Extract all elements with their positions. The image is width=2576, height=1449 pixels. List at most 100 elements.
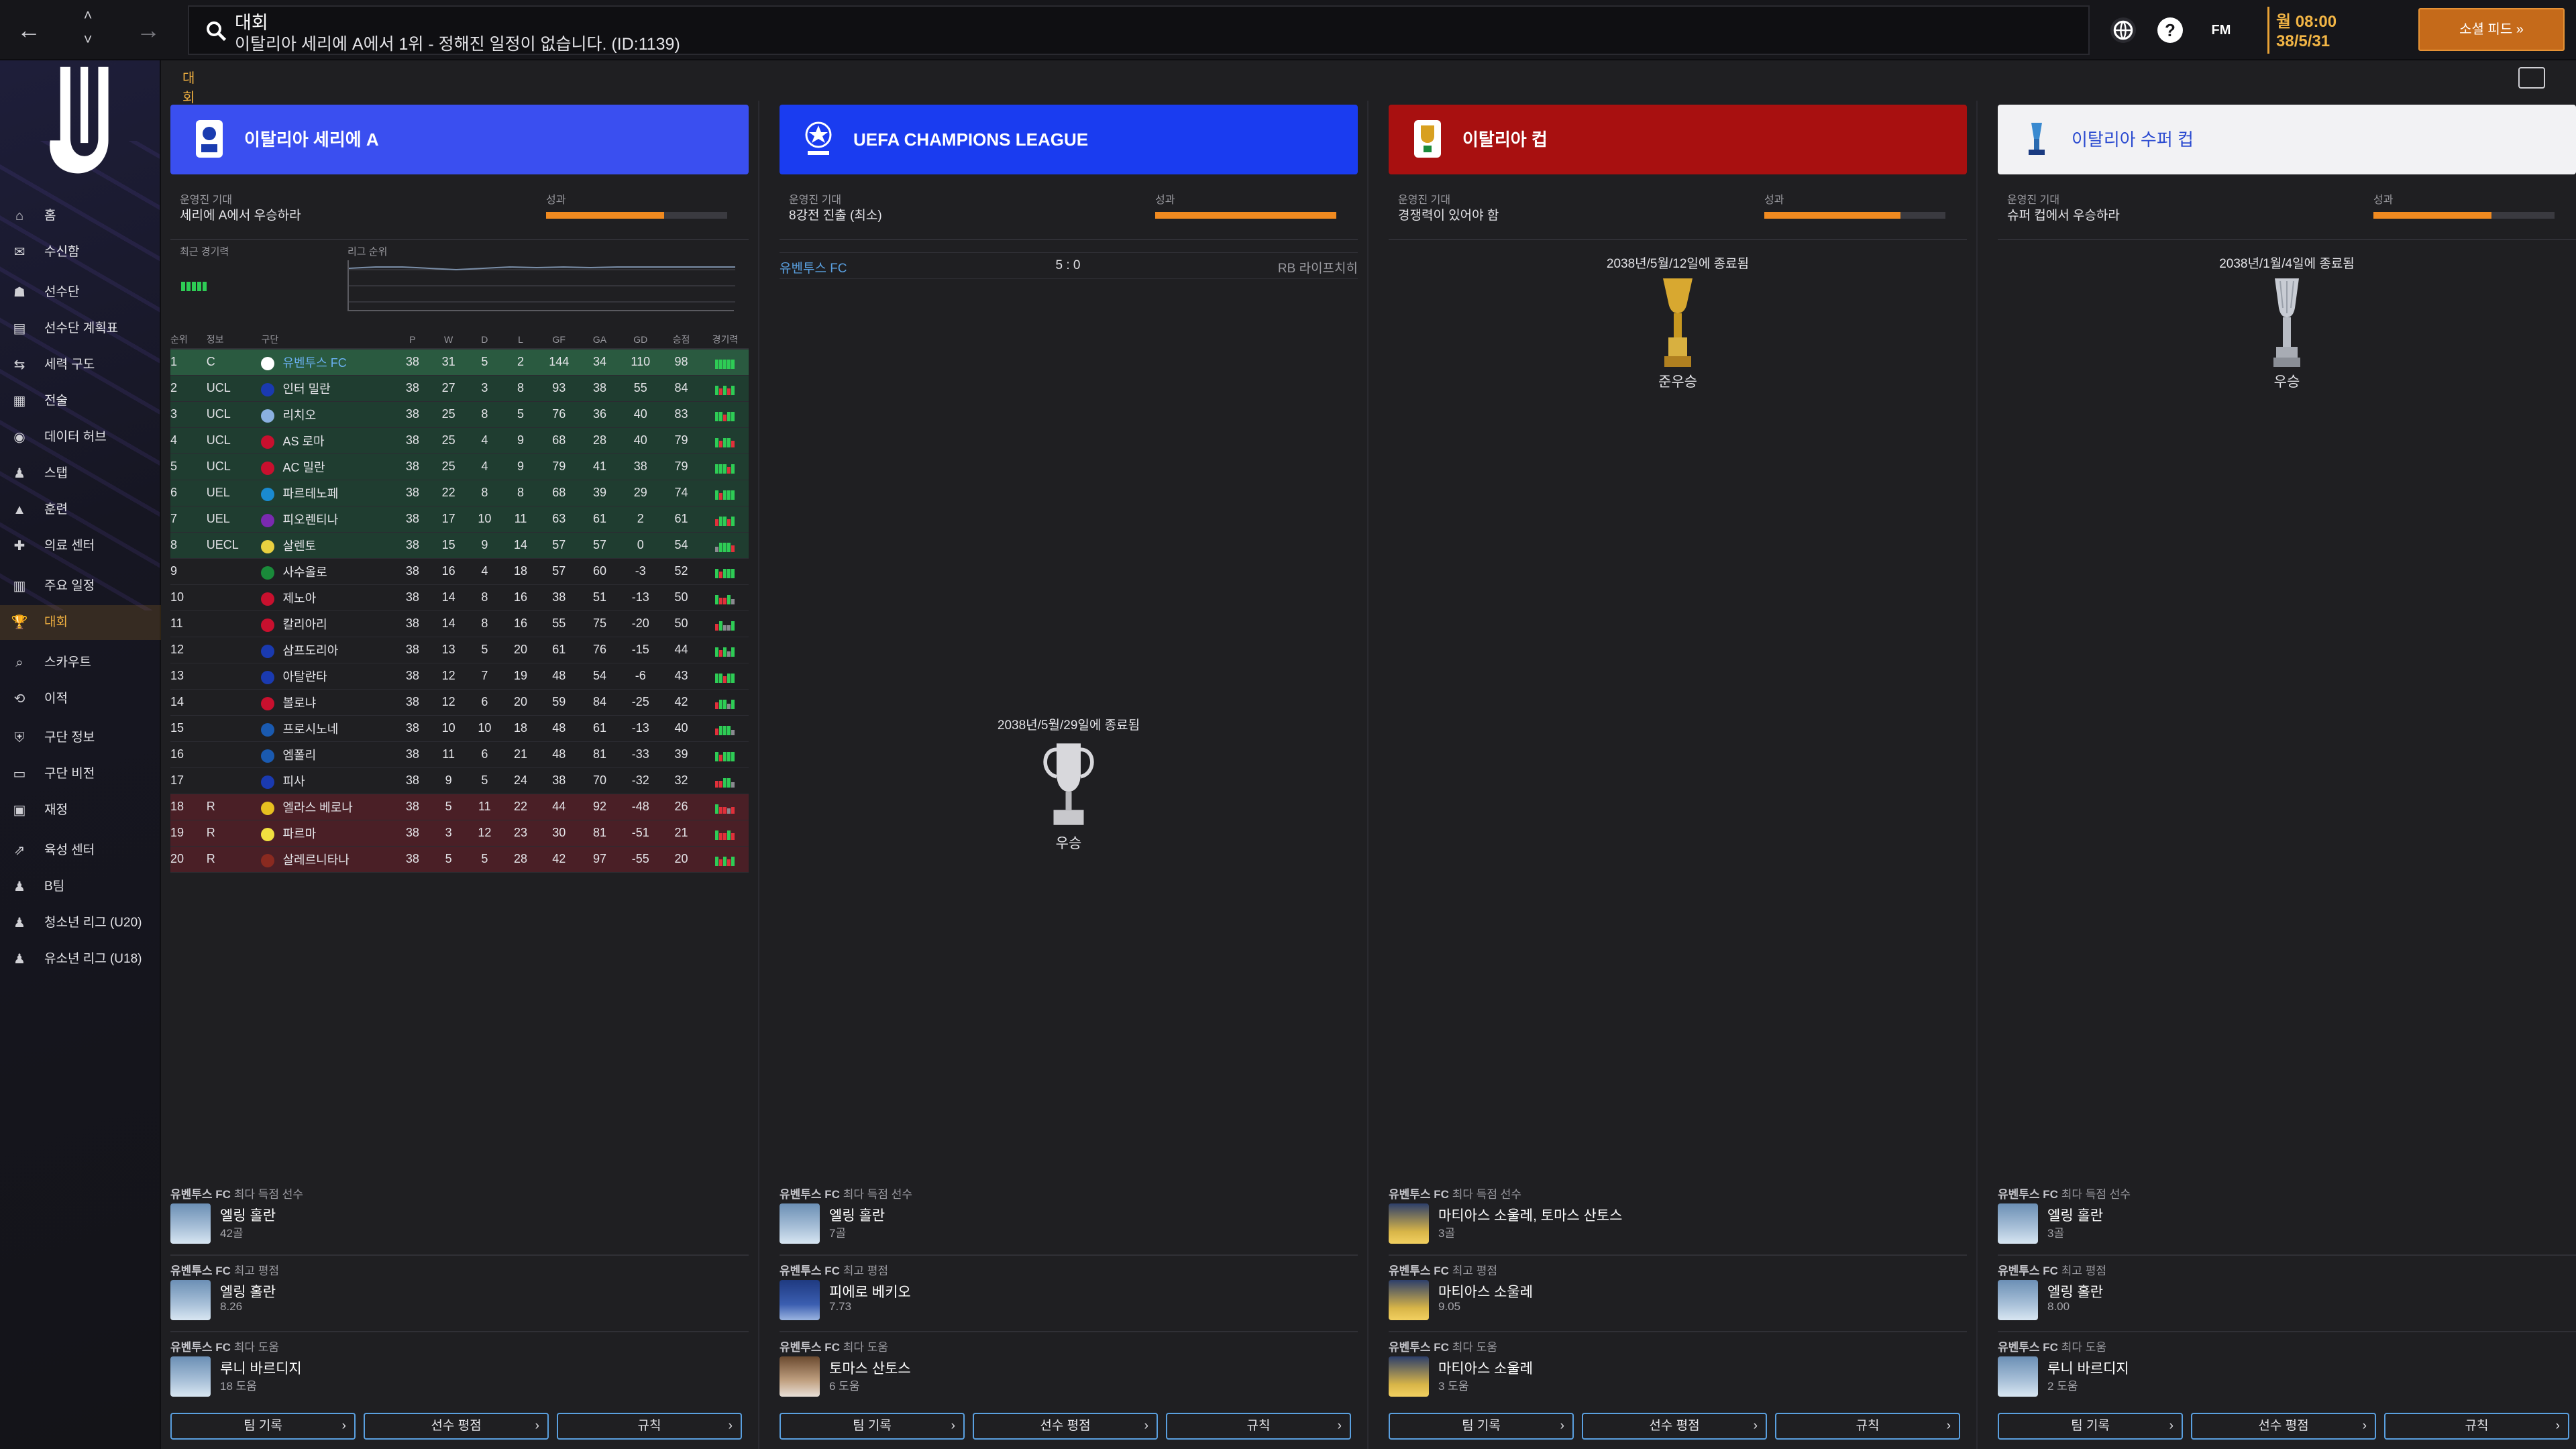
club-name-cell[interactable]: AS 로마 [261,427,395,454]
table-header[interactable]: W [430,330,467,350]
club-name[interactable]: AS 로마 [282,434,325,448]
chevron-up-icon[interactable]: ˄ [83,7,93,23]
player-name[interactable]: 루니 바르디지 [2047,1361,2129,1377]
player-name[interactable]: 마티아스 소울레 [1438,1285,1534,1300]
tab-competitions[interactable]: 대회 [180,64,198,111]
table-header[interactable]: 경기력 [701,330,749,350]
player-ratings-button[interactable]: 선수 평점 › [973,1413,1158,1440]
table-row[interactable]: 15 프로시노네 38 10 10 18 48 61 -13 40 [170,715,749,742]
player-name[interactable]: 피에로 베키오 [829,1285,911,1300]
team-records-button[interactable]: 팀 기록 › [170,1413,356,1440]
club-stat-block[interactable]: 유벤투스 FC 최고 평점 엘링 홀란 8.26 [170,1261,749,1335]
match-away-team[interactable]: RB 라이프치히 [1277,262,1358,276]
club-stat-block[interactable]: 유벤투스 FC 최고 평점 피에로 베키오 7.73 [780,1261,1358,1335]
social-feed-button[interactable]: 소셜 피드 » [2418,8,2565,51]
player-avatar[interactable] [1389,1203,1429,1244]
club-name[interactable]: 리치오 [282,408,317,422]
rules-button[interactable]: 규칙 › [2384,1413,2569,1440]
rules-button[interactable]: 규칙 › [1775,1413,1960,1440]
club-name-cell[interactable]: 파르마 [261,820,395,847]
sidebar-item[interactable]: ▲ 훈련 [0,492,161,527]
club-stat-block[interactable]: 유벤투스 FC 최다 득점 선수 엘링 홀란 42골 [170,1185,749,1258]
sidebar-item[interactable]: ♟ 스탭 [0,456,161,491]
match-score[interactable]: 5 : 0 [1055,258,1081,272]
player-avatar[interactable] [780,1356,820,1397]
date-display[interactable]: 월 08:00 38/5/31 [2267,7,2388,54]
team-records-button[interactable]: 팀 기록 › [1389,1413,1574,1440]
competition-banner[interactable]: 이탈리아 수퍼 컵 [1998,105,2576,174]
chevron-down-icon[interactable]: ˅ [83,31,93,48]
sidebar-item[interactable]: ◉ 데이터 허브 [0,420,161,455]
screen-layout-icon[interactable] [2518,67,2545,89]
sidebar-item[interactable]: ▤ 선수단 계획표 [0,311,161,346]
globe-icon[interactable] [2110,17,2136,43]
club-name[interactable]: 제노아 [282,591,317,605]
table-header[interactable]: 구단 [261,330,395,350]
table-header[interactable]: GA [579,330,621,350]
club-name-cell[interactable]: 아탈란타 [261,663,395,690]
player-name[interactable]: 루니 바르디지 [220,1361,302,1377]
sidebar-item[interactable]: ⇗ 육성 센터 [0,833,161,868]
club-stat-block[interactable]: 유벤투스 FC 최다 도움 루니 바르디지 2 도움 [1998,1338,2576,1411]
help-icon[interactable]: ? [2157,17,2183,43]
table-row[interactable]: 9 사수올로 38 16 4 18 57 60 -3 52 [170,558,749,585]
club-name[interactable]: 인터 밀란 [282,382,331,396]
match-result-row[interactable]: 유벤투스 FC 5 : 0 RB 라이프치히 [780,252,1358,279]
club-name[interactable]: 피오렌티나 [282,513,339,527]
player-avatar[interactable] [1998,1203,2038,1244]
club-name[interactable]: 엠폴리 [282,748,317,762]
player-name[interactable]: 엘링 홀란 [220,1285,276,1300]
club-name-cell[interactable]: 피사 [261,767,395,794]
sidebar-item[interactable]: ▣ 재정 [0,793,161,828]
club-name-cell[interactable]: 엠폴리 [261,741,395,768]
competition-banner[interactable]: 이탈리아 세리에 A [170,105,749,174]
club-name-cell[interactable]: 살레르니타나 [261,846,395,873]
club-name-cell[interactable]: 파르테노페 [261,480,395,506]
table-header[interactable]: L [502,330,539,350]
club-name[interactable]: AC 밀란 [282,460,325,474]
search-bar[interactable]: 대회 이탈리아 세리에 A에서 1위 - 정해진 일정이 없습니다. (ID:1… [188,5,2090,55]
sidebar-item[interactable]: ✉ 수신함 [0,235,161,270]
rules-button[interactable]: 규칙 › [557,1413,742,1440]
competition-banner[interactable]: UEFA CHAMPIONS LEAGUE [780,105,1358,174]
club-name-cell[interactable]: 칼리아리 [261,610,395,637]
club-name[interactable]: 프로시노네 [282,722,339,736]
sidebar-item[interactable]: ▦ 전술 [0,384,161,419]
club-name[interactable]: 살레르니타나 [282,853,350,867]
sidebar-item[interactable]: ⌂ 홈 [0,199,161,233]
sidebar-item[interactable]: ▥ 주요 일정 [0,569,161,604]
club-name[interactable]: 삼프도리아 [282,643,339,657]
table-row[interactable]: 12 삼프도리아 38 13 5 20 61 76 -15 44 [170,637,749,663]
sidebar-item[interactable]: ⛨ 구단 정보 [0,720,161,755]
table-row[interactable]: 4 UCL AS 로마 38 25 4 9 68 28 40 79 [170,427,749,454]
table-row[interactable]: 17 피사 38 9 5 24 38 70 -32 32 [170,767,749,794]
club-name[interactable]: 파르마 [282,826,317,841]
player-avatar[interactable] [170,1203,211,1244]
player-avatar[interactable] [1389,1280,1429,1320]
club-name-cell[interactable]: 엘라스 베로나 [261,794,395,820]
table-header[interactable]: P [394,330,431,350]
table-header[interactable]: GF [538,330,580,350]
player-avatar[interactable] [1389,1356,1429,1397]
table-row[interactable]: 10 제노아 38 14 8 16 38 51 -13 50 [170,584,749,611]
rules-button[interactable]: 규칙 › [1166,1413,1351,1440]
table-row[interactable]: 5 UCL AC 밀란 38 25 4 9 79 41 38 79 [170,453,749,480]
club-name[interactable]: 파르테노페 [282,486,339,500]
player-ratings-button[interactable]: 선수 평점 › [2191,1413,2376,1440]
player-name[interactable]: 마티아스 소울레 [1438,1361,1534,1377]
sidebar-item[interactable]: ⟲ 이적 [0,682,161,716]
player-ratings-button[interactable]: 선수 평점 › [364,1413,549,1440]
player-name[interactable]: 엘링 홀란 [220,1208,276,1224]
club-name-cell[interactable]: 삼프도리아 [261,637,395,663]
table-header[interactable]: D [466,330,503,350]
table-header[interactable]: GD [620,330,661,350]
table-row[interactable]: 19 R 파르마 38 3 12 23 30 81 -51 21 [170,820,749,847]
table-row[interactable]: 18 R 엘라스 베로나 38 5 11 22 44 92 -48 26 [170,794,749,820]
player-avatar[interactable] [1998,1280,2038,1320]
back-arrow-icon[interactable]: ← [17,16,41,44]
club-name-cell[interactable]: 살렌토 [261,532,395,559]
club-stat-block[interactable]: 유벤투스 FC 최다 도움 토마스 산토스 6 도움 [780,1338,1358,1411]
club-name-cell[interactable]: 인터 밀란 [261,375,395,402]
club-name[interactable]: 볼로냐 [282,696,317,710]
club-name[interactable]: 엘라스 베로나 [282,800,353,814]
